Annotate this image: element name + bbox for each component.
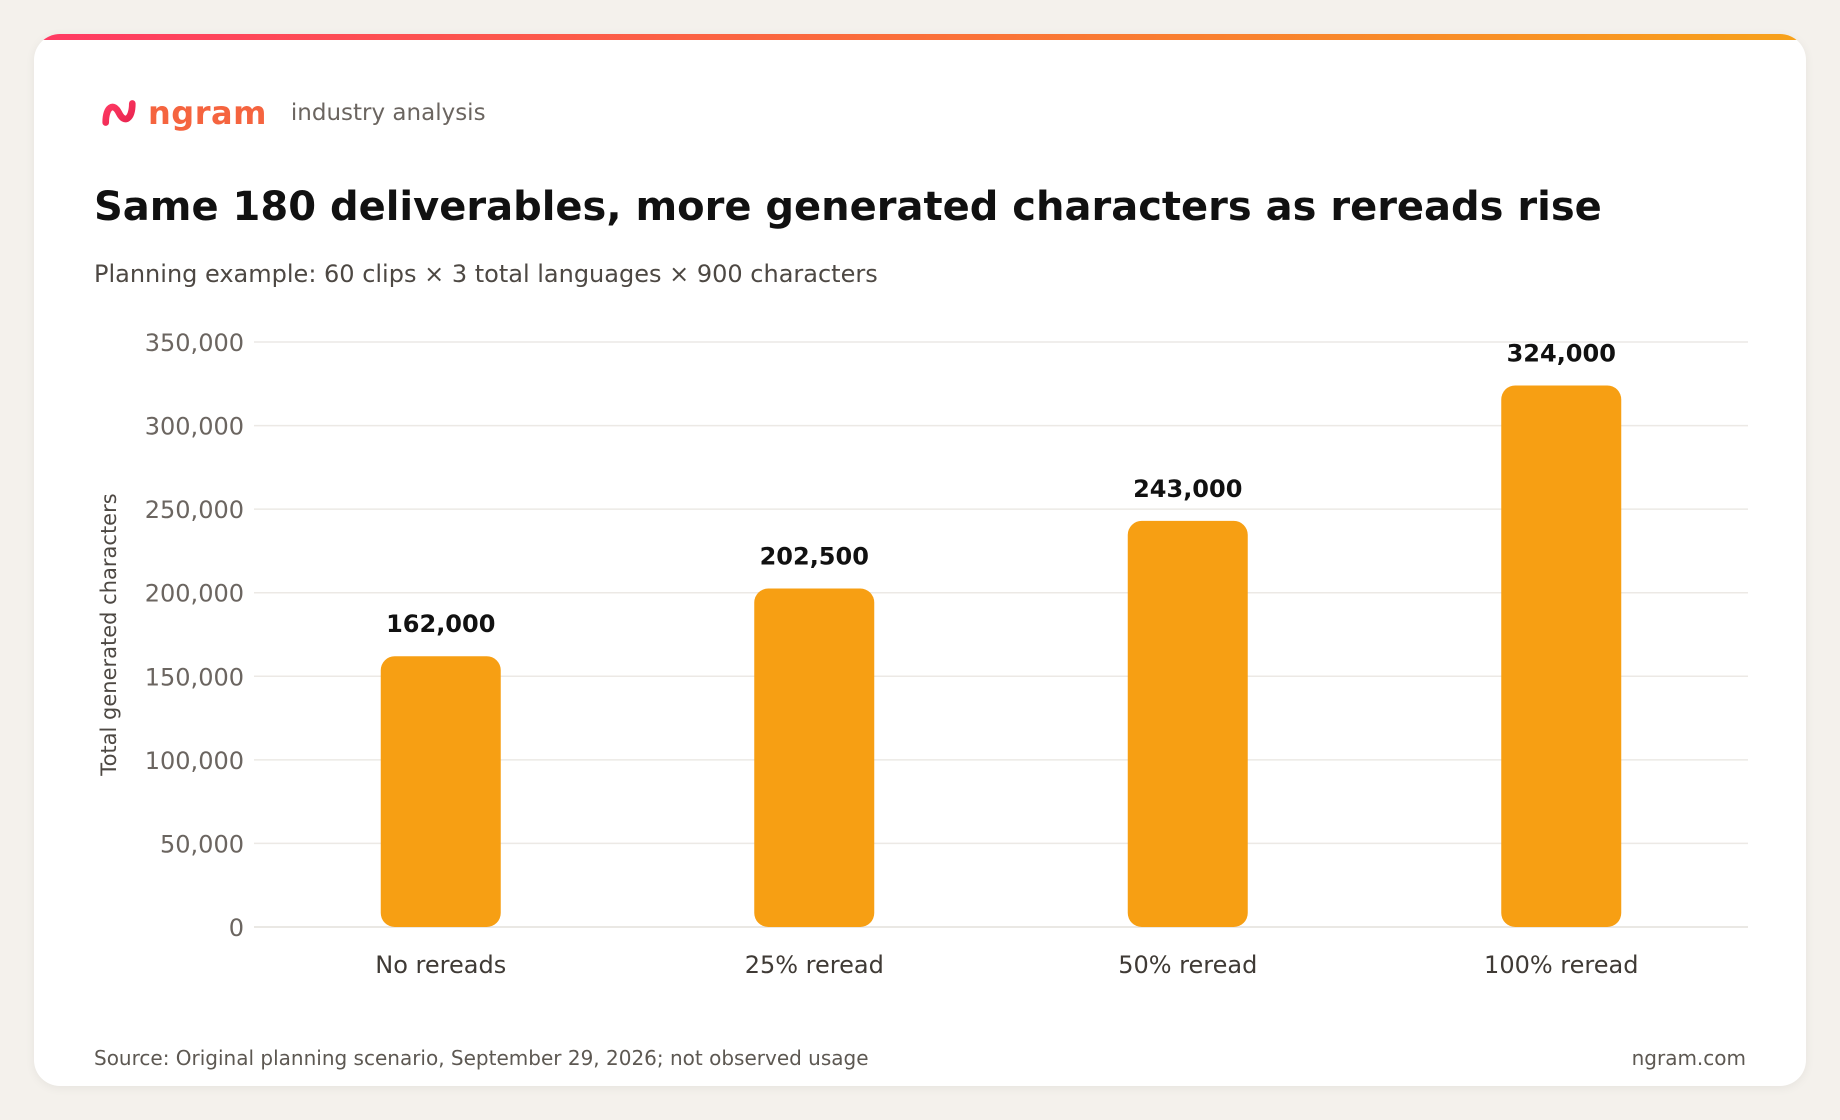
bar-value-label: 243,000	[1133, 475, 1242, 503]
x-tick-label: 100% reread	[1484, 951, 1638, 979]
source-note: Source: Original planning scenario, Sept…	[94, 1046, 869, 1070]
y-tick-label: 100,000	[145, 747, 244, 775]
bar-value-label: 202,500	[760, 543, 869, 571]
y-axis-label: Total generated characters	[97, 493, 121, 776]
y-tick-label: 0	[229, 914, 244, 942]
y-tick-label: 350,000	[145, 329, 244, 357]
chart-subtitle: Planning example: 60 clips × 3 total lan…	[94, 260, 878, 288]
y-axis-ticks: 0 50,000 100,000 150,000 200,000 250,000 300,0…	[145, 329, 244, 942]
data-labels: 162,000 202,500 243,000 324,000	[386, 339, 1616, 638]
y-tick-label: 200,000	[145, 580, 244, 608]
chart-card: ngram industry analysis Same 180 deliver…	[34, 34, 1806, 1086]
bar	[1501, 385, 1622, 927]
brand-header: ngram industry analysis	[100, 88, 486, 138]
y-tick-label: 300,000	[145, 413, 244, 441]
x-tick-label: 50% reread	[1118, 951, 1257, 979]
y-tick-label: 50,000	[160, 830, 244, 858]
bar	[1127, 520, 1248, 927]
x-tick-label: 25% reread	[745, 951, 884, 979]
brand-name: ngram	[148, 94, 267, 132]
grid-lines	[254, 341, 1748, 928]
site-link: ngram.com	[1631, 1046, 1746, 1070]
bar-chart: 0 50,000 100,000 150,000 200,000 250,000 300,0…	[97, 329, 1748, 979]
bar	[754, 588, 875, 927]
accent-bar	[34, 34, 1806, 40]
bar-value-label: 324,000	[1507, 339, 1616, 367]
ngram-logo-icon	[102, 100, 136, 126]
bar	[380, 656, 501, 927]
y-tick-label: 150,000	[145, 663, 244, 691]
chart-title: Same 180 deliverables, more generated ch…	[94, 184, 1602, 230]
x-axis-ticks: No rereads 25% reread 50% reread 100% rerea…	[375, 951, 1638, 979]
x-tick-label: No rereads	[375, 951, 506, 979]
y-tick-label: 250,000	[145, 496, 244, 524]
bar-value-label: 162,000	[386, 610, 495, 638]
brand-tagline: industry analysis	[290, 100, 486, 126]
bars	[380, 385, 1622, 927]
